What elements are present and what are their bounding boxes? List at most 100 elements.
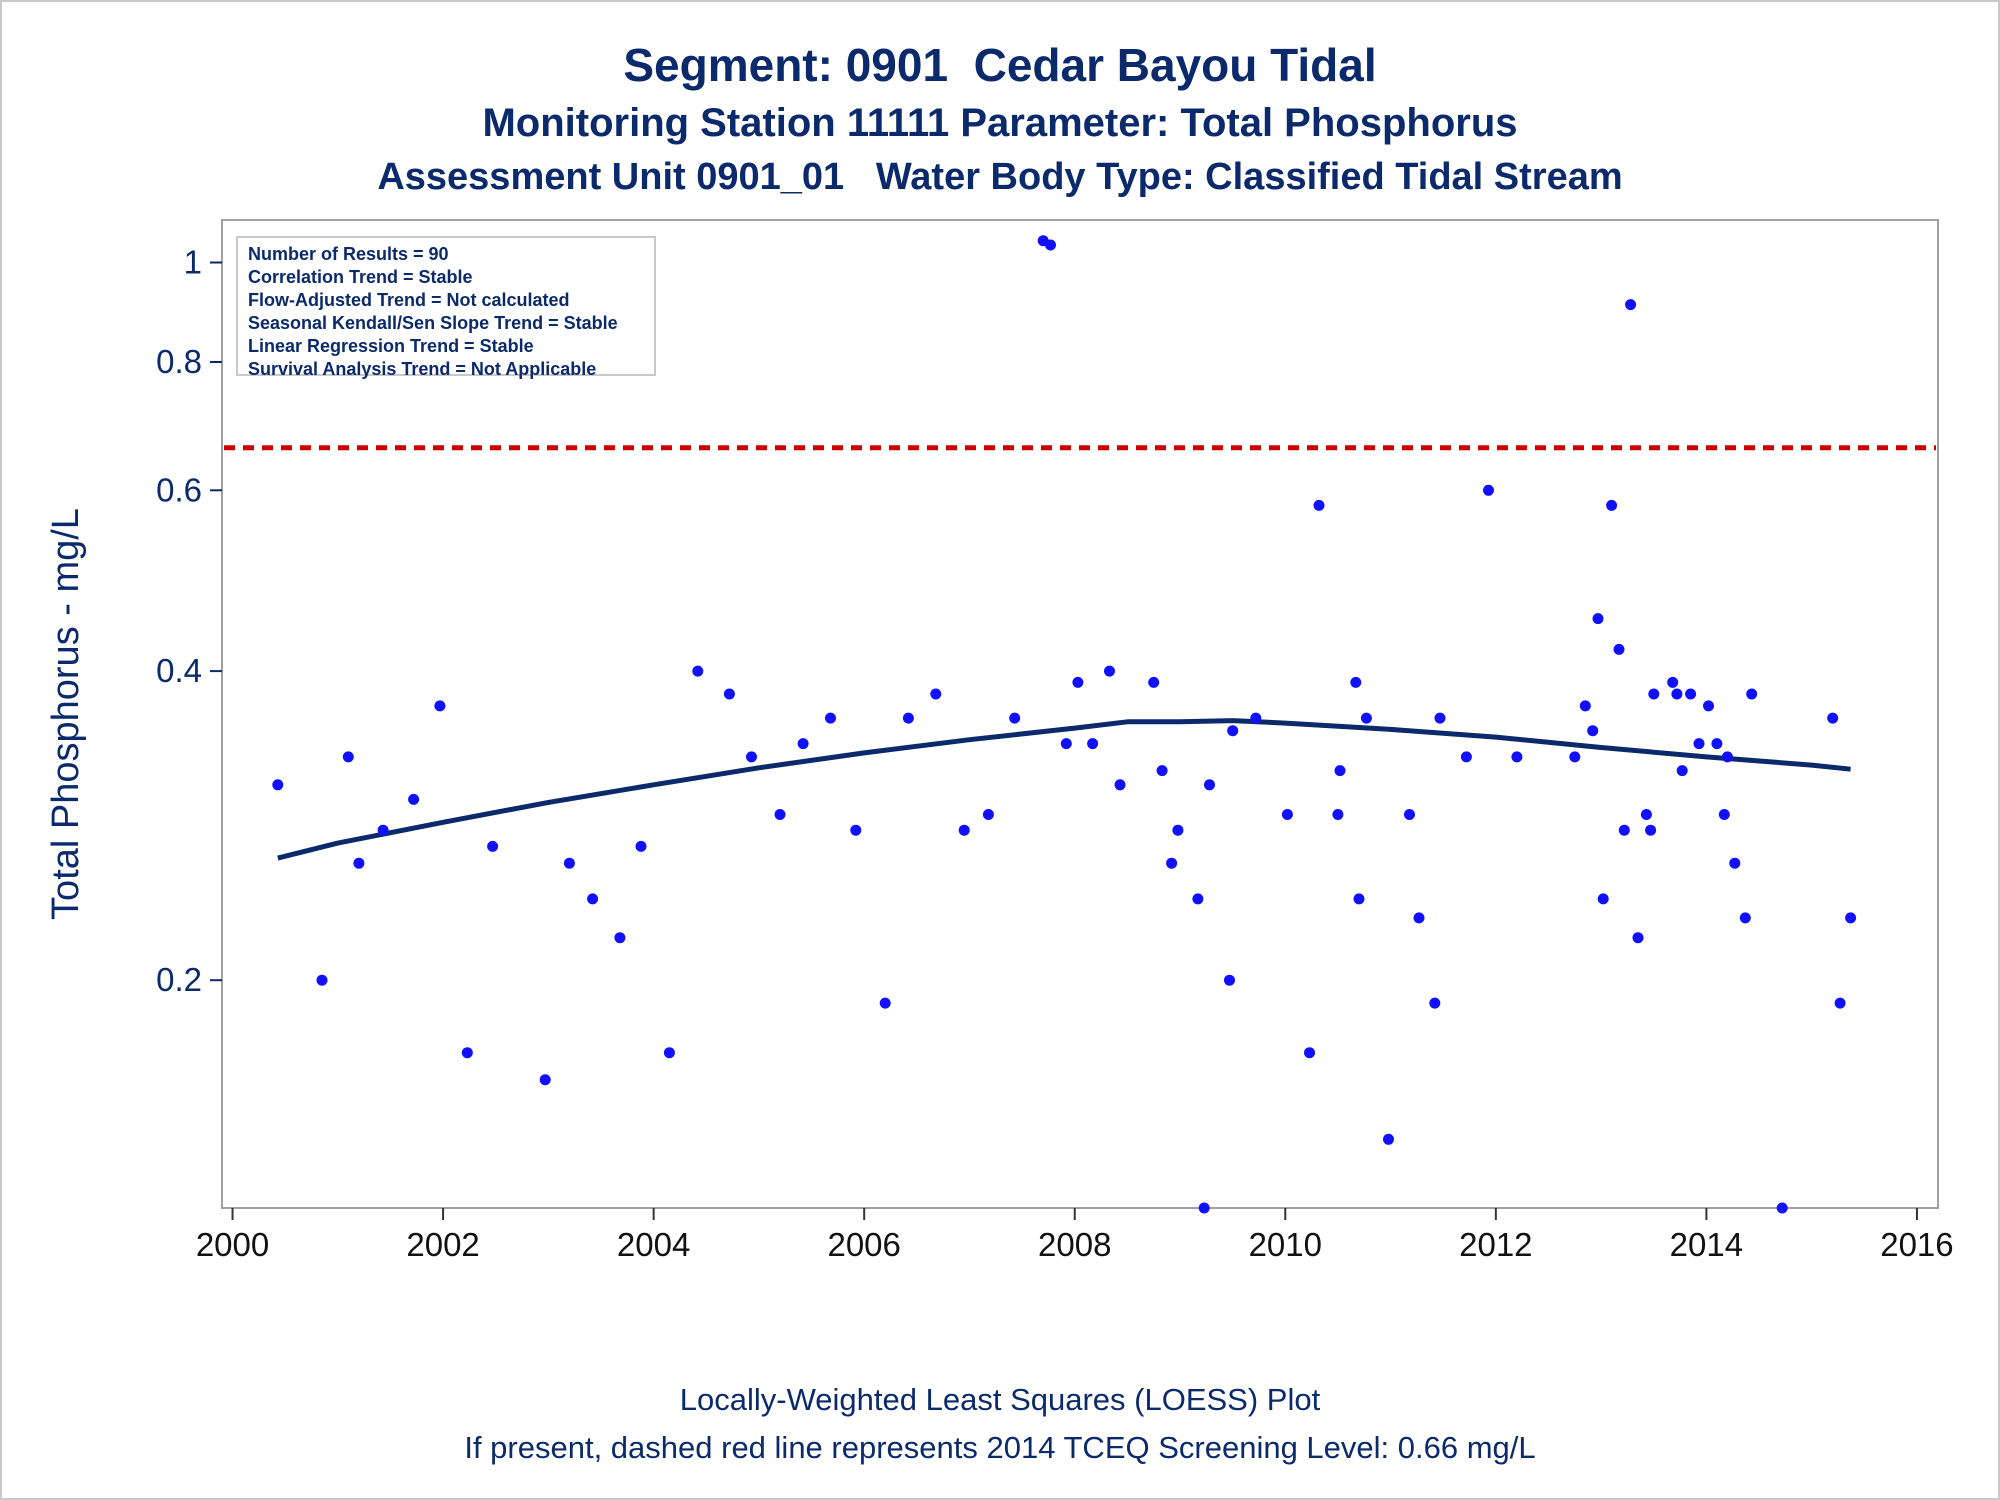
stat-seasonal-kendall-trend: Seasonal Kendall/Sen Slope Trend = Stabl…	[248, 313, 618, 333]
data-point	[1304, 1047, 1315, 1059]
data-point	[1204, 779, 1215, 791]
data-point	[1198, 1202, 1210, 1214]
data-point	[1434, 712, 1446, 724]
x-tick-label: 2014	[1670, 1226, 1743, 1263]
data-point	[353, 857, 365, 869]
data-point	[1148, 676, 1160, 688]
data-point	[1703, 700, 1714, 712]
data-point	[1413, 912, 1425, 924]
data-point	[408, 793, 420, 805]
x-tick-label: 2012	[1459, 1226, 1532, 1263]
chart-title: Segment: 0901 Cedar Bayou Tidal	[623, 39, 1377, 91]
data-point	[377, 824, 389, 836]
x-tick-label: 2004	[617, 1226, 690, 1263]
data-point	[1597, 893, 1609, 905]
data-point	[1648, 688, 1660, 700]
y-tick-label: 0.8	[156, 343, 202, 380]
y-tick-label: 0.4	[156, 652, 202, 689]
data-point	[746, 751, 757, 763]
data-point	[930, 688, 942, 700]
loess-curve	[277, 718, 1851, 861]
data-point	[1313, 499, 1325, 511]
data-point	[1192, 893, 1204, 905]
data-point	[1579, 700, 1591, 712]
stat-flow-adjusted-trend: Flow-Adjusted Trend = Not calculated	[248, 290, 570, 310]
data-point	[1693, 738, 1705, 750]
data-point	[1429, 997, 1441, 1009]
x-tick-label: 2000	[196, 1226, 269, 1263]
data-point	[1645, 824, 1657, 836]
data-point	[1676, 765, 1688, 777]
x-tick-label: 2008	[1038, 1226, 1111, 1263]
data-point	[1009, 712, 1021, 724]
data-point	[1671, 688, 1683, 700]
data-point	[902, 712, 914, 724]
data-point	[1640, 809, 1652, 820]
data-point	[1350, 676, 1362, 688]
data-point	[1156, 765, 1168, 777]
data-point	[316, 974, 328, 986]
data-point	[434, 700, 446, 712]
data-point	[1613, 643, 1625, 655]
data-point	[272, 779, 284, 791]
data-point	[663, 1047, 675, 1059]
data-point	[1087, 738, 1099, 750]
data-point	[1685, 688, 1697, 700]
x-tick-label: 2010	[1249, 1226, 1322, 1263]
data-point	[797, 738, 809, 750]
chart-subtitle-2: Assessment Unit 0901_01 Water Body Type:…	[377, 156, 1623, 198]
footnote-loess: Locally-Weighted Least Squares (LOESS) P…	[679, 1382, 1321, 1417]
y-tick-label: 0.2	[156, 961, 202, 998]
data-point	[1360, 712, 1372, 724]
stat-correlation-trend: Correlation Trend = Stable	[248, 267, 473, 287]
data-point	[1711, 738, 1723, 750]
data-point	[1172, 824, 1184, 836]
data-point	[539, 1074, 551, 1086]
data-point	[1592, 613, 1604, 625]
data-point	[1334, 765, 1346, 777]
data-point	[1729, 857, 1741, 869]
data-point	[614, 932, 626, 944]
data-point	[1632, 932, 1644, 944]
data-point	[1227, 725, 1239, 737]
data-point	[1045, 239, 1056, 251]
data-point	[1845, 912, 1857, 924]
data-point	[1618, 824, 1630, 836]
data-point	[1104, 665, 1115, 677]
stat-survival-analysis-trend: Survival Analysis Trend = Not Applicable	[248, 359, 597, 379]
footnote-screening-level: If present, dashed red line represents 2…	[464, 1430, 1536, 1465]
data-point	[850, 824, 862, 836]
data-point	[587, 893, 599, 905]
y-axis-label: Total Phosphorus - mg/L	[45, 508, 87, 920]
data-point	[1114, 779, 1126, 791]
data-point	[692, 665, 704, 677]
chart-subtitle: Monitoring Station 11111 Parameter: Tota…	[482, 101, 1518, 145]
data-point	[635, 840, 647, 852]
data-point	[1827, 712, 1839, 724]
data-point	[1250, 712, 1262, 724]
data-point	[1224, 974, 1235, 986]
data-point	[774, 809, 786, 820]
data-point	[461, 1047, 473, 1059]
data-point	[487, 840, 499, 852]
data-point	[825, 712, 836, 724]
data-point	[1606, 499, 1618, 511]
data-point	[563, 857, 575, 869]
data-point	[1060, 738, 1072, 750]
data-point	[1718, 809, 1730, 820]
data-point	[1404, 809, 1415, 820]
data-point	[1281, 809, 1293, 820]
y-tick-label: 1	[184, 244, 202, 281]
x-tick-label: 2002	[406, 1226, 479, 1263]
stat-linear-regression-trend: Linear Regression Trend = Stable	[248, 336, 534, 356]
data-point	[1332, 809, 1344, 820]
y-tick-label: 0.6	[156, 471, 202, 508]
data-point	[879, 997, 891, 1009]
data-point	[1383, 1133, 1394, 1145]
data-point	[1721, 751, 1733, 763]
stat-number-of-results: Number of Results = 90	[248, 244, 449, 264]
data-point	[1511, 751, 1523, 763]
data-point	[958, 824, 970, 836]
data-point	[1746, 688, 1758, 700]
